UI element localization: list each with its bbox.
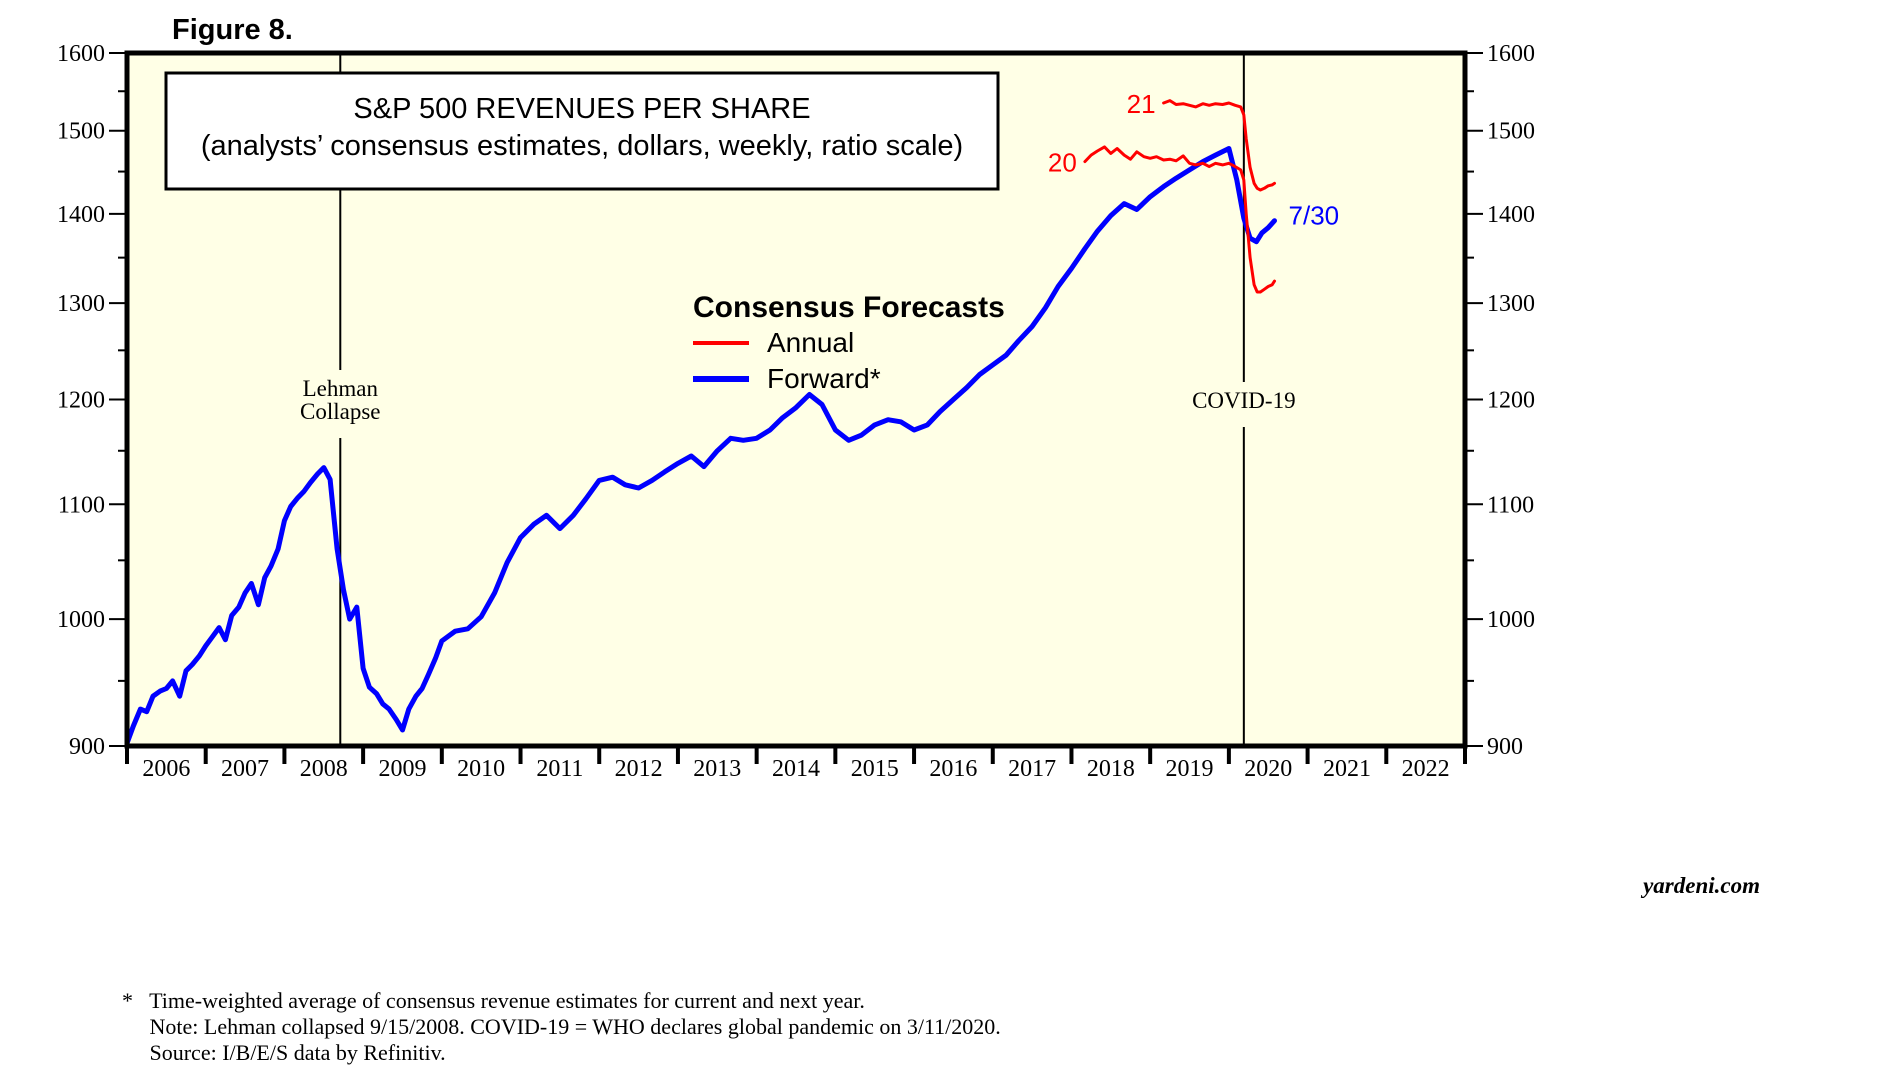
footnotes: * Time-weighted average of consensus rev… (122, 988, 1001, 1066)
title-box: S&P 500 REVENUES PER SHARE (analysts’ co… (164, 71, 1000, 191)
y-tick-label-right: 900 (1487, 734, 1523, 760)
series-20-label: 20 (1048, 148, 1077, 178)
x-tick-label: 2013 (693, 756, 741, 782)
x-tick-label: 2022 (1402, 756, 1450, 782)
y-tick-label-right: 1400 (1487, 202, 1535, 228)
x-tick-label: 2015 (851, 756, 899, 782)
footnote-source: Source: I/B/E/S data by Refinitiv. (122, 1040, 446, 1065)
y-tick-label-left: 900 (69, 734, 105, 760)
y-tick-label-left: 1100 (58, 492, 105, 518)
title-box-border (164, 71, 1000, 191)
y-tick-label-right: 1000 (1487, 607, 1535, 633)
event-label: COVID-19 (1192, 388, 1296, 413)
y-axis-left: 900 1000 1100 1200 1300 1400 1500 1600 (57, 41, 127, 760)
y-tick-label-left: 1500 (57, 119, 105, 145)
watermark: yardeni.com (1640, 873, 1760, 898)
series-forward-line (124, 146, 1277, 746)
x-tick-label: 2017 (1008, 756, 1056, 782)
series-labels: 7/30 20 21 (1048, 89, 1339, 231)
x-tick-label: 2016 (929, 756, 977, 782)
series-layer (124, 99, 1277, 746)
y-tick-label-right: 1300 (1487, 291, 1535, 317)
x-tick-label: 2010 (457, 756, 505, 782)
y-tick-label-right: 1100 (1487, 492, 1534, 518)
y-tick-label-right: 1500 (1487, 119, 1535, 145)
legend-title: Consensus Forecasts (693, 291, 1005, 324)
y-tick-label-left: 1600 (57, 41, 105, 67)
legend-label-annual: Annual (767, 327, 854, 358)
x-tick-label: 2020 (1244, 756, 1292, 782)
y-axis-right: 900 1000 1100 1200 1300 1400 1500 1600 (1465, 41, 1535, 760)
x-tick-label: 2014 (772, 756, 820, 782)
x-tick-label: 2012 (615, 756, 663, 782)
footnote-asterisk: * Time-weighted average of consensus rev… (122, 988, 865, 1013)
x-axis: 2006 2007 2008 2009 2010 2011 2012 2013 2014 2015… (125, 746, 1467, 782)
x-tick-label: 2019 (1166, 756, 1214, 782)
legend-label-forward: Forward* (767, 363, 881, 394)
event-label: Lehman (303, 376, 379, 401)
x-tick-label: 2021 (1323, 756, 1371, 782)
y-tick-label-left: 1400 (57, 202, 105, 228)
chart-title: S&P 500 REVENUES PER SHARE (353, 93, 810, 125)
series-annual-2020-line (1083, 145, 1276, 294)
x-tick-label: 2007 (221, 756, 269, 782)
series-21-label: 21 (1127, 89, 1156, 119)
chart-subtitle: (analysts’ consensus estimates, dollars,… (201, 130, 963, 162)
x-tick-label: 2011 (536, 756, 583, 782)
series-forward-end-label: 7/30 (1289, 201, 1340, 231)
series-annual-2021-line (1162, 99, 1276, 192)
y-tick-label-left: 1200 (57, 388, 105, 414)
x-tick-label: 2018 (1087, 756, 1135, 782)
y-tick-label-right: 1200 (1487, 388, 1535, 414)
event-label: Collapse (300, 399, 381, 424)
figure-label: Figure 8. (172, 14, 293, 46)
y-tick-label-right: 1600 (1487, 41, 1535, 67)
x-tick-label: 2006 (142, 756, 190, 782)
x-tick-label: 2008 (300, 756, 348, 782)
legend: Consensus Forecasts Annual Forward* (693, 291, 1005, 394)
x-tick-label: 2009 (378, 756, 426, 782)
y-tick-label-left: 1300 (57, 291, 105, 317)
footnote-note: Note: Lehman collapsed 9/15/2008. COVID-… (122, 1014, 1001, 1039)
y-tick-label-left: 1000 (57, 607, 105, 633)
